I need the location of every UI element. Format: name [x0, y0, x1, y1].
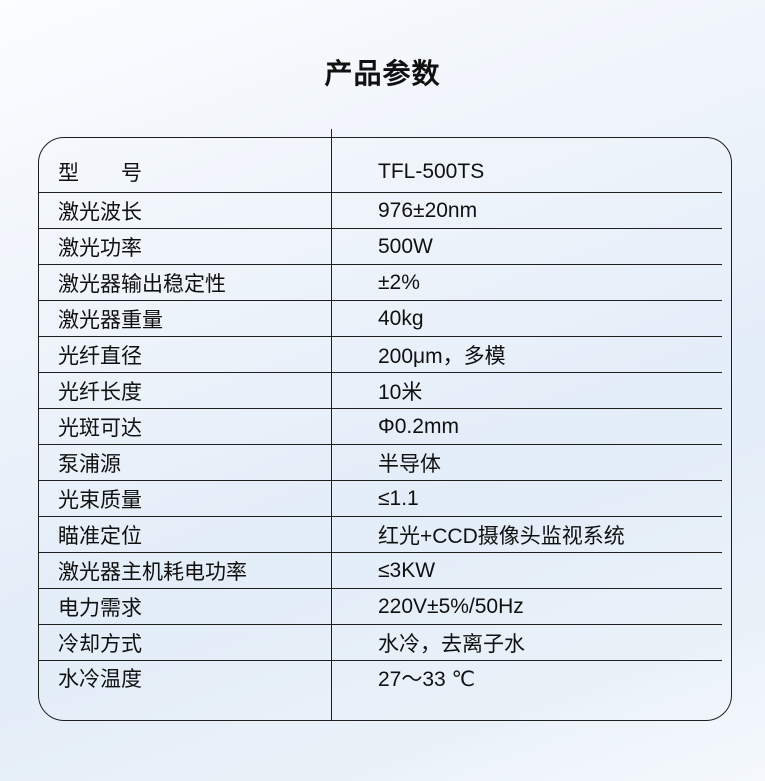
parameter-value: 220V±5%/50Hz — [378, 595, 524, 618]
column-divider — [331, 129, 332, 720]
parameter-value: 半导体 — [378, 453, 441, 476]
parameter-value: 红光+CCD摄像头监视系统 — [378, 525, 625, 548]
parameter-value: ≤1.1 — [378, 487, 419, 510]
parameter-label: 瞄准定位 — [58, 525, 142, 548]
table-row: 光纤直径 200μm，多模 — [39, 337, 731, 373]
parameter-value: 200μm，多模 — [378, 345, 506, 368]
table-row: 光斑可达 Φ0.2mm — [39, 409, 731, 445]
table-row: 激光器主机耗电功率 ≤3KW — [39, 553, 731, 589]
parameter-label: 光纤长度 — [58, 381, 142, 404]
table-row: 水冷温度 27～33 ℃ — [39, 661, 731, 721]
parameter-label: 光斑可达 — [58, 417, 142, 440]
table-row: 激光波长 976±20nm — [39, 193, 731, 229]
parameter-label: 激光器主机耗电功率 — [58, 561, 247, 584]
parameter-value: TFL-500TS — [378, 159, 485, 183]
table-row: 光束质量 ≤1.1 — [39, 481, 731, 517]
table-row: 瞄准定位 红光+CCD摄像头监视系统 — [39, 517, 731, 553]
parameter-value: Φ0.2mm — [378, 415, 459, 438]
parameter-value: 500W — [378, 235, 433, 258]
parameter-label: 激光器重量 — [58, 309, 163, 332]
table-row: 型 号 TFL-500TS — [39, 138, 731, 193]
table-row: 光纤长度 10米 — [39, 373, 731, 409]
table-row: 泵浦源 半导体 — [39, 445, 731, 481]
parameter-value: 水冷，去离子水 — [378, 633, 525, 656]
parameter-value: ±2% — [378, 271, 420, 294]
parameter-value: 10米 — [378, 381, 423, 404]
parameter-value: 40kg — [378, 307, 424, 330]
parameter-label: 激光功率 — [58, 237, 142, 260]
parameter-label: 冷却方式 — [58, 633, 142, 656]
table-row: 激光器重量 40kg — [39, 301, 731, 337]
table-row: 激光功率 500W — [39, 229, 731, 265]
parameter-label: 光束质量 — [58, 489, 142, 512]
spec-rows: 型 号 TFL-500TS 激光波长 976±20nm 激光功率 500W 激光器输出稳定性… — [39, 138, 731, 721]
parameter-label: 光纤直径 — [58, 345, 142, 368]
table-row: 电力需求 220V±5%/50Hz — [39, 589, 731, 625]
parameter-label: 水冷温度 — [58, 668, 142, 691]
parameter-label: 电力需求 — [58, 597, 142, 620]
page-title: 产品参数 — [324, 58, 441, 89]
parameter-label: 激光波长 — [58, 201, 142, 224]
table-row: 冷却方式 水冷，去离子水 — [39, 625, 731, 661]
spec-table: 型 号 TFL-500TS 激光波长 976±20nm 激光功率 500W 激光器输出稳定性… — [38, 129, 732, 721]
parameter-label: 型 号 — [58, 161, 142, 185]
table-row: 激光器输出稳定性 ±2% — [39, 265, 731, 301]
parameter-value: 27～33 ℃ — [378, 668, 476, 691]
parameter-value: 976±20nm — [378, 199, 478, 222]
parameter-label: 激光器输出稳定性 — [58, 273, 226, 296]
parameter-value: ≤3KW — [378, 559, 436, 582]
parameter-label: 泵浦源 — [58, 453, 121, 476]
